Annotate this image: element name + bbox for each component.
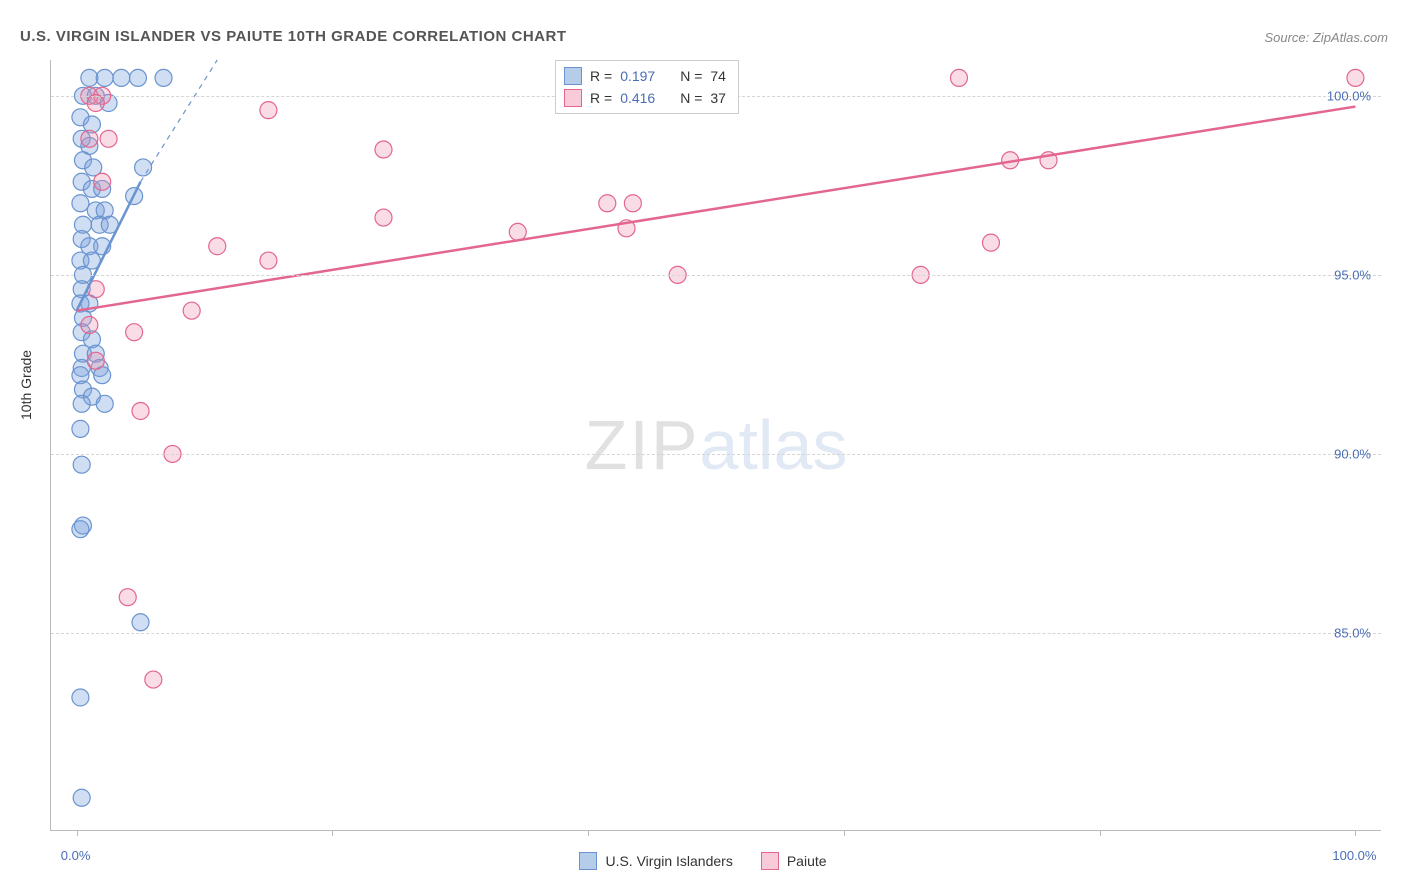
- x-tick-mark: [77, 830, 78, 836]
- legend-n-label: N =: [680, 90, 702, 106]
- data-point: [375, 141, 392, 158]
- legend-correlation-box: R = 0.197 N = 74 R = 0.416 N = 37: [555, 60, 739, 114]
- x-tick-mark: [844, 830, 845, 836]
- legend-series-label: Paiute: [787, 853, 827, 869]
- legend-series-item: U.S. Virgin Islanders: [579, 852, 732, 870]
- y-tick-label: 90.0%: [1334, 446, 1371, 461]
- data-point: [145, 671, 162, 688]
- trend-line-extension: [141, 60, 218, 182]
- data-point: [982, 234, 999, 251]
- legend-correlation-row: R = 0.197 N = 74: [564, 65, 726, 87]
- source-label: Source: ZipAtlas.com: [1264, 30, 1388, 45]
- y-tick-label: 85.0%: [1334, 626, 1371, 641]
- y-tick-label: 95.0%: [1334, 267, 1371, 282]
- gridline: [51, 454, 1381, 455]
- x-tick-mark: [332, 830, 333, 836]
- data-point: [126, 324, 143, 341]
- data-point: [100, 130, 117, 147]
- legend-r-label: R =: [590, 90, 612, 106]
- x-tick-mark: [1355, 830, 1356, 836]
- data-point: [260, 102, 277, 119]
- legend-swatch: [564, 89, 582, 107]
- data-point: [94, 173, 111, 190]
- data-point: [183, 302, 200, 319]
- data-point: [132, 614, 149, 631]
- data-point: [73, 395, 90, 412]
- data-point: [87, 352, 104, 369]
- data-point: [72, 689, 89, 706]
- data-point: [260, 252, 277, 269]
- data-point: [624, 195, 641, 212]
- data-point: [96, 395, 113, 412]
- data-point: [72, 195, 89, 212]
- data-point: [81, 317, 98, 334]
- x-tick-label: 100.0%: [1332, 848, 1376, 863]
- data-point: [87, 94, 104, 111]
- legend-r-value: 0.416: [620, 90, 668, 106]
- data-point: [119, 589, 136, 606]
- data-point: [135, 159, 152, 176]
- y-tick-label: 100.0%: [1327, 88, 1371, 103]
- x-tick-mark: [588, 830, 589, 836]
- data-point: [81, 130, 98, 147]
- data-point: [209, 238, 226, 255]
- data-point: [1347, 69, 1364, 86]
- legend-correlation-row: R = 0.416 N = 37: [564, 87, 726, 109]
- trend-line: [77, 107, 1356, 311]
- data-point: [81, 69, 98, 86]
- data-point: [72, 420, 89, 437]
- plot-svg: [51, 60, 1381, 830]
- legend-series-label: U.S. Virgin Islanders: [605, 853, 732, 869]
- legend-series: U.S. Virgin Islanders Paiute: [0, 852, 1406, 870]
- data-point: [73, 789, 90, 806]
- legend-r-label: R =: [590, 68, 612, 84]
- plot-area: ZIPatlas 85.0%90.0%95.0%100.0%: [50, 60, 1381, 831]
- data-point: [375, 209, 392, 226]
- data-point: [73, 456, 90, 473]
- x-tick-mark: [1100, 830, 1101, 836]
- legend-series-item: Paiute: [761, 852, 827, 870]
- data-point: [72, 521, 89, 538]
- data-point: [113, 69, 130, 86]
- data-point: [509, 223, 526, 240]
- chart-title: U.S. VIRGIN ISLANDER VS PAIUTE 10TH GRAD…: [20, 28, 566, 45]
- x-tick-label: 0.0%: [61, 848, 91, 863]
- data-point: [96, 69, 113, 86]
- data-point: [599, 195, 616, 212]
- data-point: [129, 69, 146, 86]
- gridline: [51, 275, 1381, 276]
- legend-r-value: 0.197: [620, 68, 668, 84]
- legend-n-value: 37: [710, 90, 726, 106]
- legend-swatch: [564, 67, 582, 85]
- legend-swatch: [761, 852, 779, 870]
- chart-container: U.S. VIRGIN ISLANDER VS PAIUTE 10TH GRAD…: [0, 0, 1406, 892]
- legend-swatch: [579, 852, 597, 870]
- legend-n-value: 74: [710, 68, 726, 84]
- gridline: [51, 633, 1381, 634]
- y-axis-label: 10th Grade: [18, 350, 34, 420]
- data-point: [132, 402, 149, 419]
- legend-n-label: N =: [680, 68, 702, 84]
- data-point: [155, 69, 172, 86]
- data-point: [950, 69, 967, 86]
